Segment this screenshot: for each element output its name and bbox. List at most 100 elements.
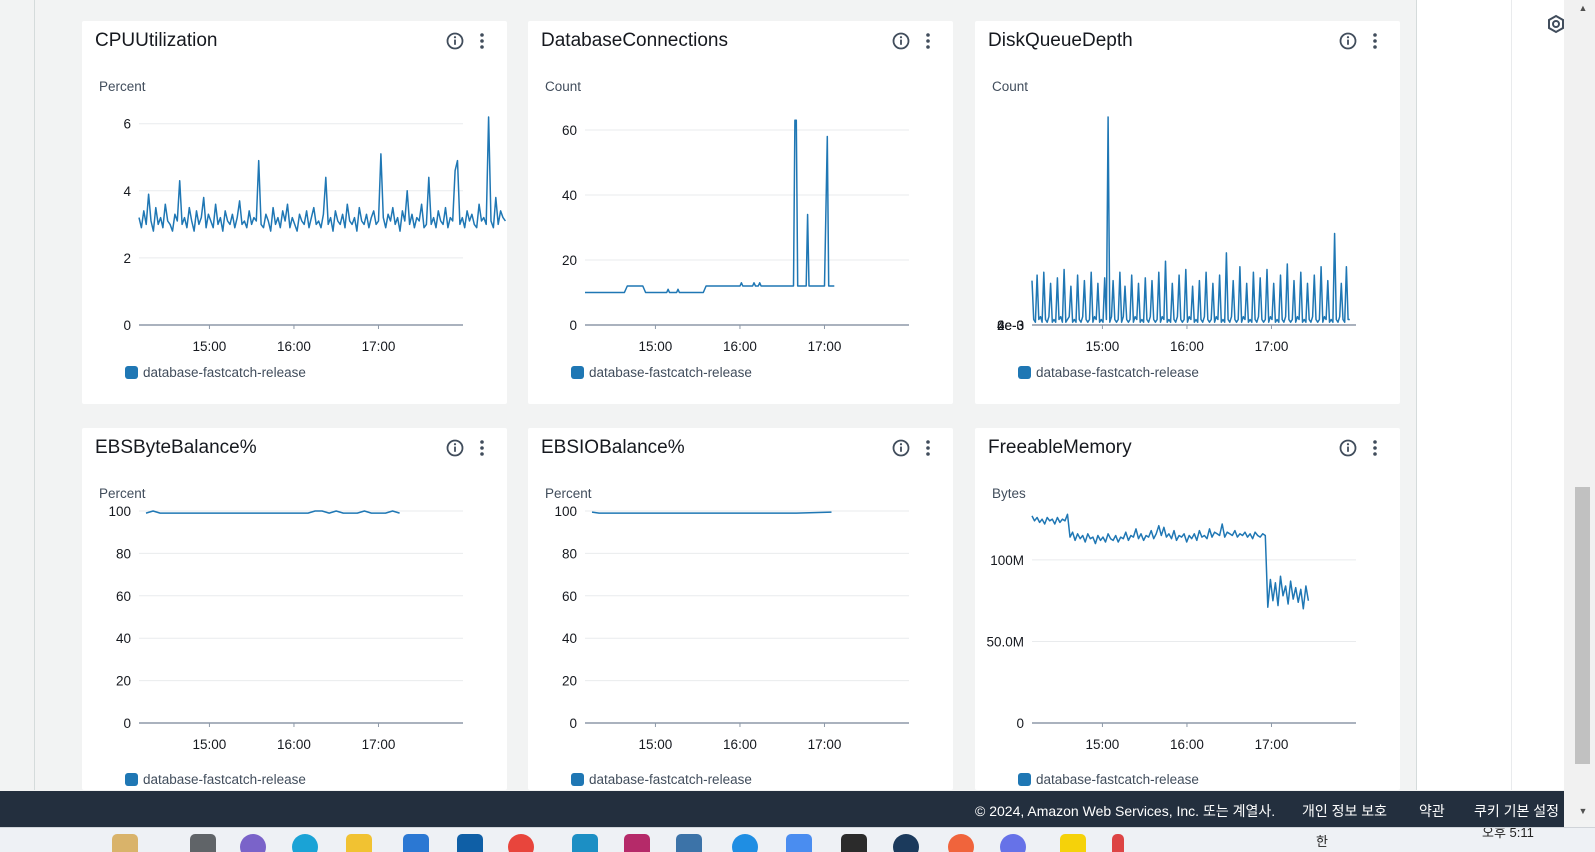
line-chart[interactable]: 100 80 60 40 20 0 15:00 16:00 17:00 (528, 428, 953, 818)
line-chart[interactable]: 100 80 60 40 20 0 15:00 16:00 17:00 (82, 428, 507, 818)
metric-widget-diskq[interactable]: DiskQueueDepth Count database-fastcatch-… (975, 21, 1400, 404)
series-line[interactable] (138, 116, 507, 232)
taskbar-clock[interactable]: 오후 5:11 (1482, 827, 1534, 840)
x-tick-label: 15:00 (193, 737, 227, 752)
series-line[interactable] (145, 510, 400, 514)
series-line[interactable] (585, 119, 835, 294)
x-tick-label: 16:00 (277, 737, 311, 752)
taskbar-app-icon[interactable] (893, 834, 919, 852)
footer-terms-link[interactable]: 약관 (1419, 803, 1445, 819)
taskbar-app-icon[interactable] (948, 834, 974, 852)
info-icon[interactable] (446, 32, 464, 50)
legend-item[interactable]: database-fastcatch-release (571, 365, 752, 380)
widget-title[interactable]: DiskQueueDepth (988, 30, 1133, 51)
more-actions-icon[interactable] (922, 438, 934, 458)
scroll-down-arrow-icon[interactable]: ▼ (1578, 806, 1588, 816)
more-actions-icon[interactable] (922, 31, 934, 51)
scroll-up-arrow-icon[interactable]: ▲ (1578, 3, 1588, 13)
y-tick-label: 2 (123, 251, 131, 266)
y-tick-label: 2e-3 (997, 318, 1024, 333)
legend-label: database-fastcatch-release (143, 772, 306, 787)
taskbar-app-icon[interactable] (240, 834, 266, 852)
y-tick-label: 60 (562, 589, 577, 604)
ime-indicator[interactable]: 한 (1316, 834, 1328, 849)
hexagon-settings-icon[interactable] (1546, 14, 1566, 34)
taskbar-app-icon[interactable] (572, 834, 598, 852)
info-icon[interactable] (892, 439, 910, 457)
y-tick-label: 80 (562, 546, 577, 561)
footer-privacy-link[interactable]: 개인 정보 보호 (1302, 803, 1388, 819)
line-chart[interactable]: 60 40 20 0 15:00 16:00 17:00 (528, 21, 953, 411)
x-tick-label: 16:00 (1170, 737, 1204, 752)
info-icon[interactable] (892, 32, 910, 50)
metric-widget-cpu[interactable]: CPUUtilization Percent database-fastcatc… (82, 21, 507, 404)
metric-widget-dbconn[interactable]: DatabaseConnections Count database-fastc… (528, 21, 953, 404)
taskbar-discord-icon[interactable] (1000, 834, 1026, 852)
x-tick-label: 17:00 (362, 339, 396, 354)
info-icon[interactable] (1339, 32, 1357, 50)
y-tick-label: 6e-3 (997, 318, 1024, 333)
metric-widget-ebsbyte[interactable]: EBSByteBalance% Percent database-fastcat… (82, 428, 507, 790)
y-tick-label: 20 (116, 674, 131, 689)
scrollbar-thumb[interactable] (1575, 487, 1590, 764)
y-tick-label: 0 (569, 318, 577, 333)
y-tick-label: 4 (123, 184, 131, 199)
info-icon[interactable] (1339, 439, 1357, 457)
taskbar-intellij-icon[interactable] (624, 834, 650, 852)
taskbar-edge-icon[interactable] (292, 834, 318, 852)
taskbar-folder-icon[interactable] (346, 834, 372, 852)
legend-item[interactable]: database-fastcatch-release (1018, 772, 1199, 787)
widget-title[interactable]: EBSIOBalance% (541, 437, 685, 458)
taskbar-store-icon[interactable] (403, 834, 429, 852)
metric-widget-ebsio[interactable]: EBSIOBalance% Percent database-fastcatch… (528, 428, 953, 790)
y-tick-label: 20 (562, 253, 577, 268)
console-footer: © 2024, Amazon Web Services, Inc. 또는 계열사… (0, 791, 1564, 827)
x-tick-label: 17:00 (1255, 737, 1289, 752)
line-chart[interactable]: 6e-34e-32e-30 15:00 16:00 17:00 (975, 21, 1400, 411)
line-chart[interactable]: 6 4 2 0 15:00 16:00 17:00 (82, 21, 507, 411)
x-tick-label: 17:00 (1255, 339, 1289, 354)
legend-item[interactable]: database-fastcatch-release (571, 772, 752, 787)
os-taskbar: 한 오후 5:11 (0, 827, 1595, 852)
line-chart[interactable]: 100M 50.0M 0 15:00 16:00 17:00 (975, 428, 1400, 818)
more-actions-icon[interactable] (476, 31, 488, 51)
legend-item[interactable]: database-fastcatch-release (125, 772, 306, 787)
series-line[interactable] (591, 511, 832, 514)
taskbar-app-icon[interactable] (1112, 834, 1124, 852)
taskbar-terminal-icon[interactable] (841, 834, 867, 852)
x-tick-label: 16:00 (1170, 339, 1204, 354)
y-tick-label: 40 (116, 631, 131, 646)
more-actions-icon[interactable] (476, 438, 488, 458)
x-tick-label: 16:00 (277, 339, 311, 354)
series-line[interactable] (1031, 116, 1350, 323)
taskbar-mail-icon[interactable] (457, 834, 483, 852)
legend-item[interactable]: database-fastcatch-release (1018, 365, 1199, 380)
taskbar-chrome-icon[interactable] (508, 834, 534, 852)
taskbar-app-icon[interactable] (112, 834, 138, 852)
legend-swatch (571, 773, 584, 786)
x-tick-label: 15:00 (639, 339, 673, 354)
taskbar-kakaotalk-icon[interactable] (1060, 834, 1086, 852)
metric-widget-freemem[interactable]: FreeableMemory Bytes database-fastcatch-… (975, 428, 1400, 790)
x-tick-label: 15:00 (1086, 737, 1120, 752)
more-actions-icon[interactable] (1369, 438, 1381, 458)
legend-label: database-fastcatch-release (143, 365, 306, 380)
taskbar-docker-icon[interactable] (732, 834, 758, 852)
widget-title[interactable]: DatabaseConnections (541, 30, 728, 51)
widget-title[interactable]: CPUUtilization (95, 30, 218, 51)
legend-label: database-fastcatch-release (589, 365, 752, 380)
y-tick-label: 60 (562, 123, 577, 138)
series-line[interactable] (1031, 513, 1310, 610)
legend-item[interactable]: database-fastcatch-release (125, 365, 306, 380)
taskbar-app-icon[interactable] (190, 834, 216, 852)
more-actions-icon[interactable] (1369, 31, 1381, 51)
x-tick-label: 15:00 (193, 339, 227, 354)
widget-title[interactable]: FreeableMemory (988, 437, 1132, 458)
footer-cookie-preferences-link[interactable]: 쿠키 기본 설정 (1474, 803, 1560, 819)
widget-title[interactable]: EBSByteBalance% (95, 437, 257, 458)
taskbar-app-icon[interactable] (676, 834, 702, 852)
info-icon[interactable] (446, 439, 464, 457)
taskbar-calendar-icon[interactable] (786, 834, 812, 852)
y-tick-label: 100 (554, 504, 577, 519)
